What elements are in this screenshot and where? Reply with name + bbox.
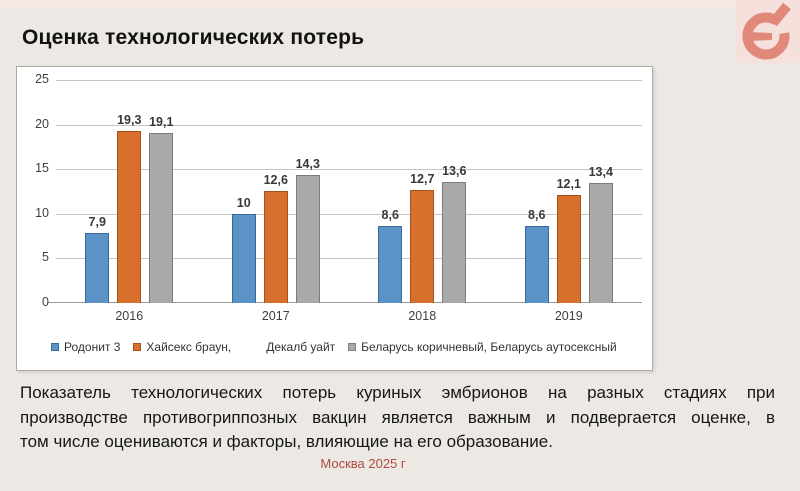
bar: 13,6 xyxy=(442,164,466,303)
bar: 10 xyxy=(231,196,256,303)
footer-city-year: Москва 2025 г xyxy=(320,456,406,471)
body-text-line: том числе оцениваются и факторы, влияющи… xyxy=(20,432,553,451)
bar-value-label: 13,6 xyxy=(442,163,467,178)
legend-item: Беларусь коричневый, Беларусь аутосексны… xyxy=(348,340,617,354)
bar-value-label: 19,3 xyxy=(117,112,142,127)
y-axis-tick-label: 20 xyxy=(35,116,49,131)
bar-value-label: 13,4 xyxy=(588,165,613,180)
y-axis-tick-label: 0 xyxy=(42,295,49,309)
legend-swatch-icon xyxy=(348,343,357,351)
legend-swatch-icon xyxy=(133,343,142,351)
bar-value-label: 10 xyxy=(236,195,251,210)
bar: 7,9 xyxy=(85,215,110,303)
bar-group-2017: 10 12,6 14,3 xyxy=(203,80,350,303)
bar-value-label: 8,6 xyxy=(381,208,399,223)
logo-box xyxy=(736,0,800,63)
bar: 13,4 xyxy=(589,165,613,303)
legend-item-label: Беларусь коричневый, Беларусь аутосексны… xyxy=(361,340,617,354)
bar-value-label: 19,1 xyxy=(149,114,174,129)
page-title: Оценка технологических потерь xyxy=(22,26,365,49)
x-axis-category-labels: 2016 2017 2018 2019 xyxy=(56,309,642,323)
bar: 12,7 xyxy=(410,172,434,303)
x-axis-category-label: 2018 xyxy=(408,309,437,323)
gridline xyxy=(56,258,642,260)
bar-value-label: 12,6 xyxy=(263,172,288,187)
chart-plot-area: 7,9 19,3 19,1 10 12,6 14,3 8,6 12,7 13,6 8,6 12,1 1… xyxy=(48,80,642,303)
bar-value-label: 12,1 xyxy=(556,177,581,192)
body-text-line: Показатель технологических потерь курины… xyxy=(20,383,775,402)
gridline xyxy=(56,169,642,171)
y-axis-tick-label: 5 xyxy=(42,250,49,265)
gridline xyxy=(56,124,642,126)
bar: 19,3 xyxy=(117,113,141,303)
legend-item-label: Родонит 3 xyxy=(64,340,121,354)
x-axis-baseline xyxy=(48,302,642,303)
legend-item-label: Декалб уайт xyxy=(266,340,336,354)
chart-panel: 7,9 19,3 19,1 10 12,6 14,3 8,6 12,7 13,6 8,6 12,1 1… xyxy=(16,66,653,371)
body-text: Показатель технологических потерь курины… xyxy=(20,381,775,455)
bar: 8,6 xyxy=(524,208,549,303)
bar-group-2018: 8,6 12,7 13,6 xyxy=(349,80,496,303)
bar-group-2019: 8,6 12,1 13,4 xyxy=(496,80,643,303)
legend-swatch-icon xyxy=(51,343,59,351)
bar-value-label: 7,9 xyxy=(88,214,106,229)
bar: 12,6 xyxy=(264,173,288,303)
bar-group-2016: 7,9 19,3 19,1 xyxy=(56,80,203,303)
gridline xyxy=(56,80,642,81)
body-text-line: производстве противогриппозных вакцин яв… xyxy=(20,407,775,427)
y-axis-tick-label: 10 xyxy=(35,205,49,220)
bar: 19,1 xyxy=(149,115,173,303)
x-axis-category-label: 2017 xyxy=(261,309,290,323)
legend-item: Декалб уайт xyxy=(266,340,335,354)
x-axis-category-label: 2016 xyxy=(115,309,144,323)
legend-item-label: Хайсекс браун, xyxy=(146,340,232,354)
legend-item: Родонит 3 xyxy=(51,340,120,354)
bar-value-label: 8,6 xyxy=(528,208,546,223)
bar-value-label: 14,3 xyxy=(295,157,320,172)
circular-arrow-logo-icon xyxy=(742,2,800,60)
bar-value-label: 12,7 xyxy=(410,171,435,186)
y-axis-tick-label: 15 xyxy=(35,161,49,176)
bar-groups: 7,9 19,3 19,1 10 12,6 14,3 8,6 12,7 13,6 8,6 12,1 1… xyxy=(56,80,642,303)
bar: 12,1 xyxy=(557,177,581,303)
chart-legend: Родонит 3 Хайсекс браун, Декалб уайт Белару… xyxy=(51,340,641,354)
legend-item: Хайсекс браун, xyxy=(133,340,231,354)
bar: 8,6 xyxy=(378,208,403,303)
bar: 14,3 xyxy=(296,157,320,303)
top-accent-strip xyxy=(0,0,800,9)
gridline xyxy=(56,213,642,215)
x-axis-category-label: 2019 xyxy=(554,309,583,323)
y-axis-tick-label: 25 xyxy=(35,72,49,86)
